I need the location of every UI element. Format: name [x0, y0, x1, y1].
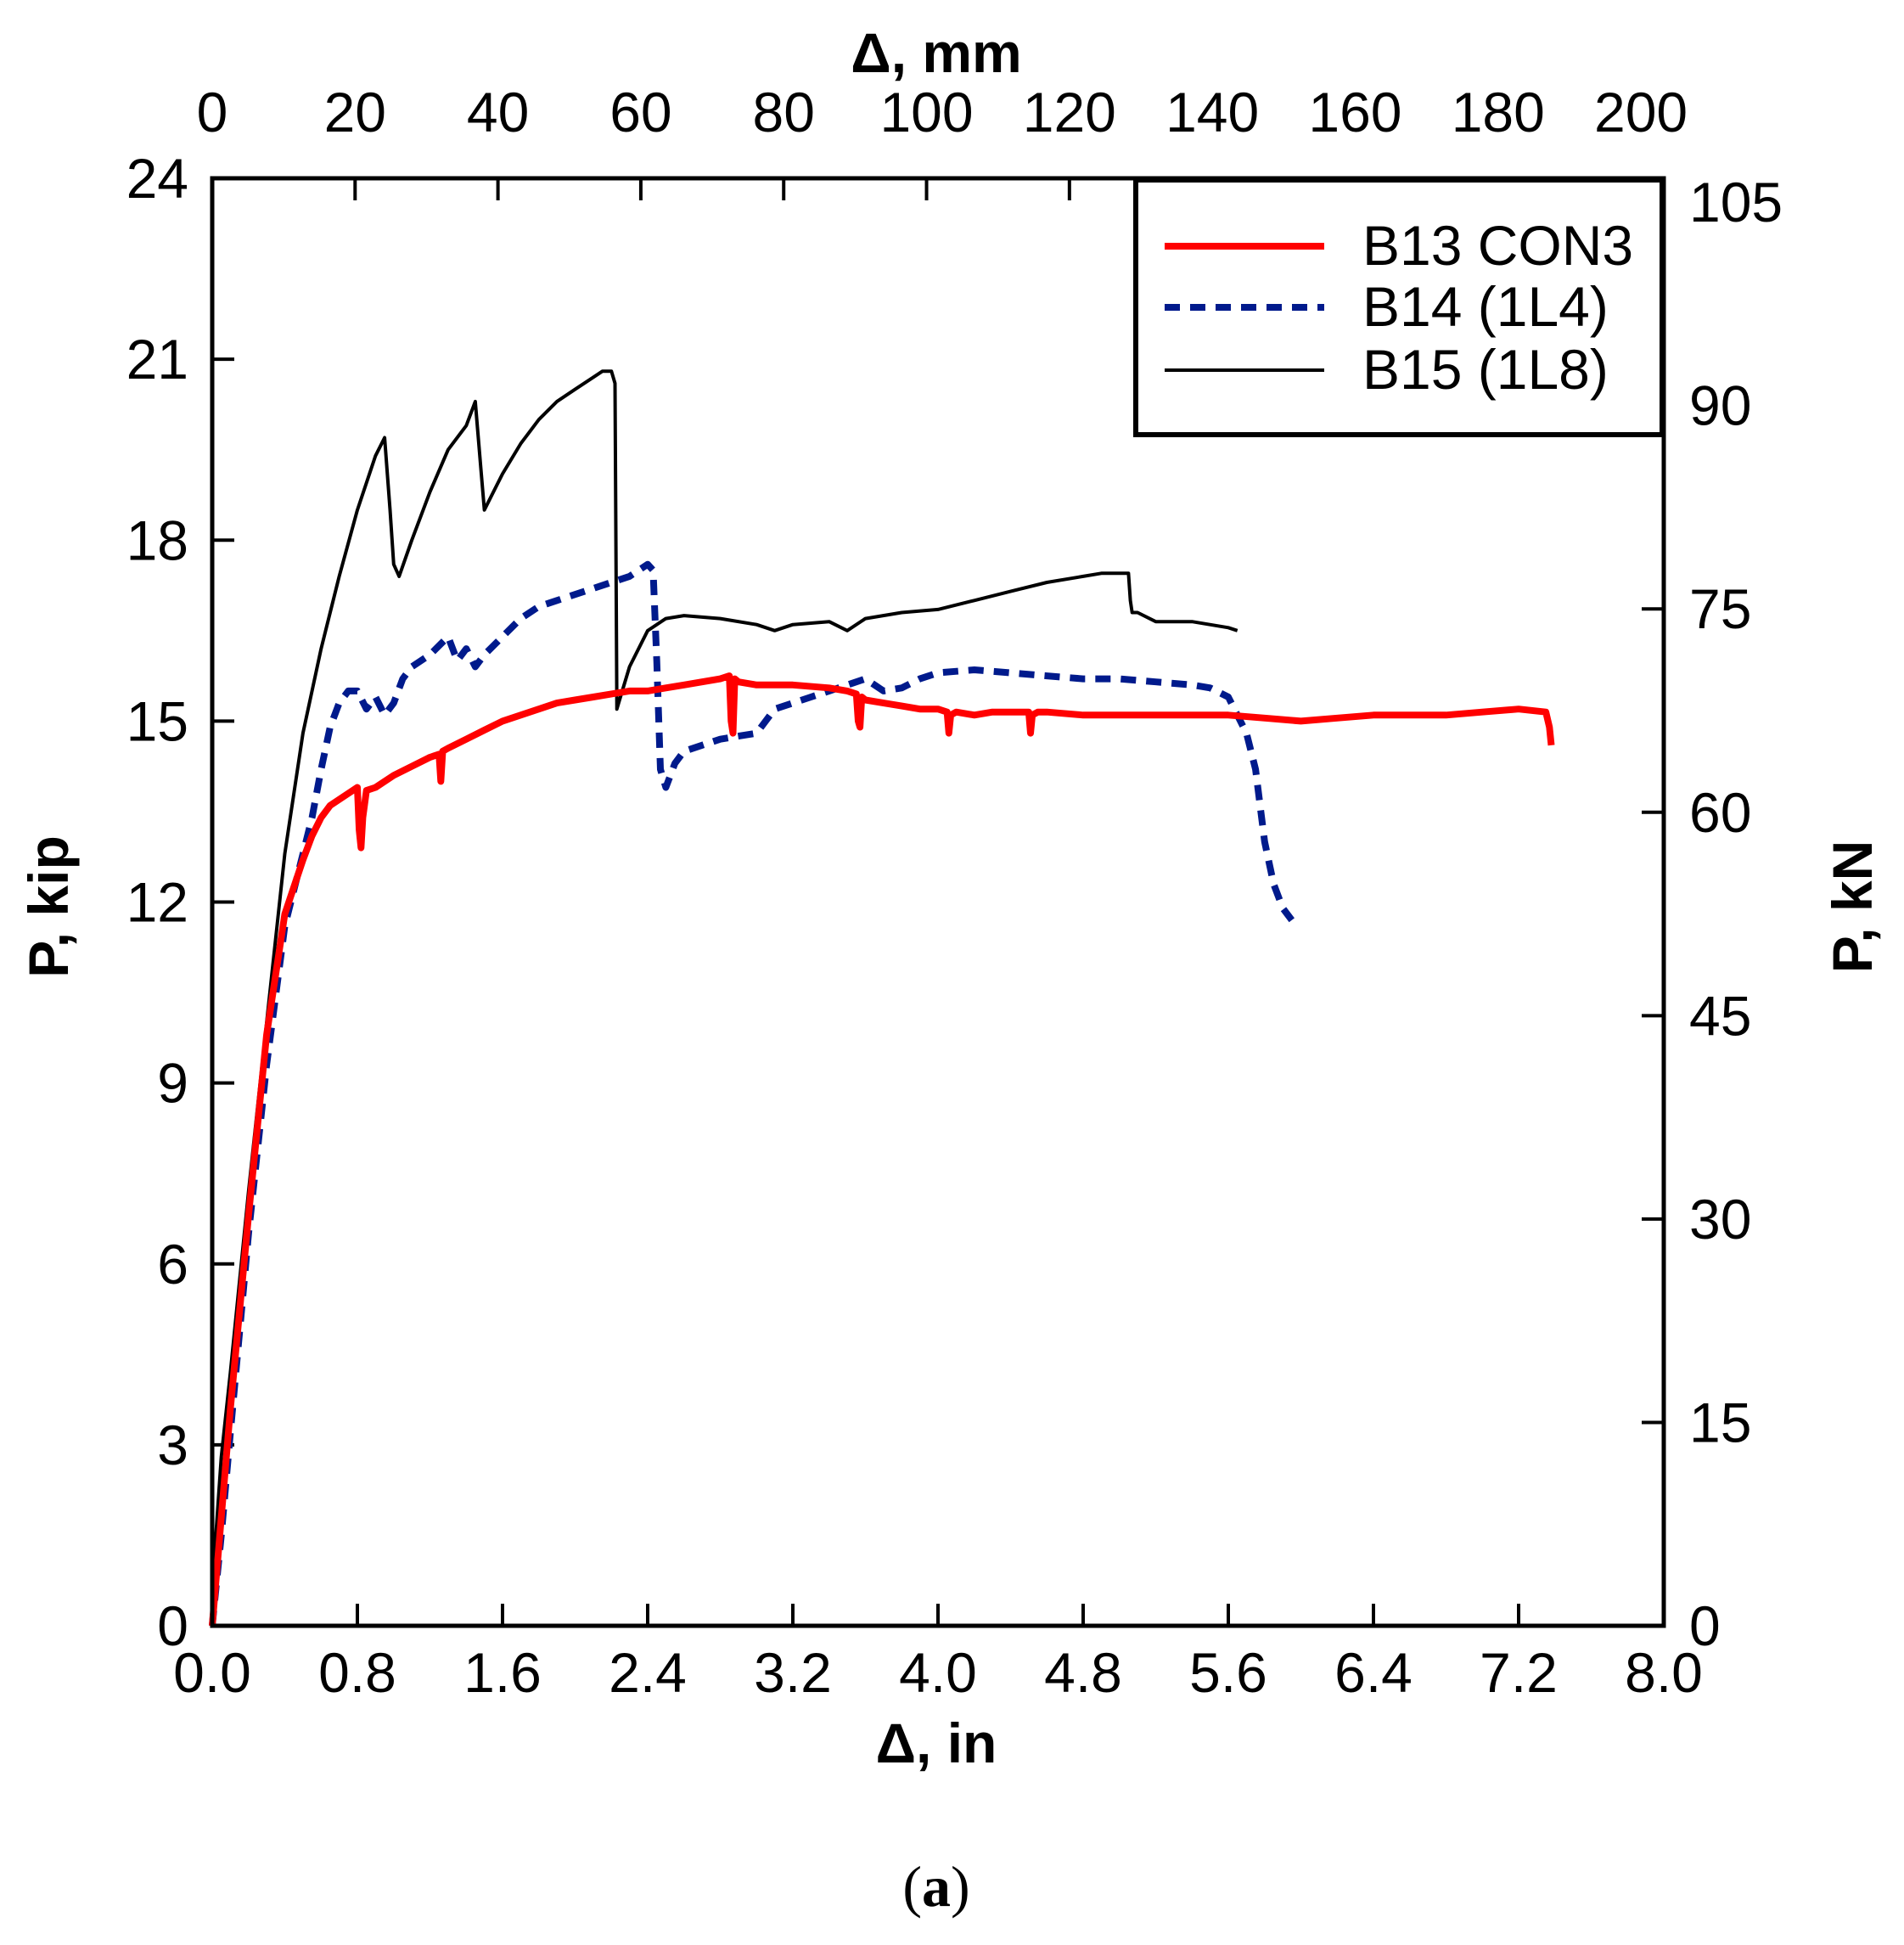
series-layer [209, 369, 1555, 1627]
left-axis-title: P, kip [17, 835, 80, 978]
top-axis-ticks: 0 20 40 60 80 100 120 140 160 180 200 [197, 81, 1688, 200]
bottom-tick-label: 1.6 [463, 1641, 542, 1704]
top-tick-label: 80 [753, 81, 815, 143]
right-axis-title: P, kN [1821, 840, 1884, 974]
bottom-tick-label: 5.6 [1189, 1641, 1267, 1704]
bottom-axis-title: Δ, in [876, 1712, 997, 1774]
legend-label-b13-con3: B13 CON3 [1362, 214, 1633, 277]
right-tick-label: 15 [1689, 1391, 1751, 1453]
series-line-b13-con3 [209, 672, 1555, 1627]
bottom-tick-label: 2.4 [609, 1641, 687, 1704]
right-tick-label: 45 [1689, 984, 1751, 1047]
left-tick-label: 3 [157, 1414, 188, 1476]
right-tick-label: 75 [1689, 577, 1751, 640]
right-tick-label: 90 [1689, 374, 1751, 437]
plot-frame [210, 176, 1666, 1628]
bottom-tick-label: 4.0 [899, 1641, 977, 1704]
top-tick-label: 180 [1452, 81, 1545, 143]
left-axis-ticks: 0 3 6 9 12 15 18 21 24 [126, 147, 234, 1657]
right-tick-label: 105 [1689, 171, 1783, 233]
figure-caption: (a) [902, 1854, 969, 1919]
left-tick-label: 12 [126, 871, 188, 934]
top-tick-label: 120 [1023, 81, 1116, 143]
left-tick-label: 9 [157, 1052, 188, 1115]
right-tick-label: 60 [1689, 781, 1751, 844]
left-tick-label: 24 [126, 147, 188, 210]
bottom-tick-label: 4.8 [1044, 1641, 1122, 1704]
bottom-axis-ticks: 0.0 0.8 1.6 2.4 3.2 4.0 4.8 5.6 6.4 7.2 8.0 [173, 1604, 1703, 1704]
left-tick-label: 15 [126, 689, 188, 752]
top-tick-label: 100 [879, 81, 973, 143]
top-tick-label: 160 [1308, 81, 1401, 143]
bottom-tick-label: 3.2 [754, 1641, 832, 1704]
left-tick-label: 6 [157, 1233, 188, 1296]
top-axis-title: Δ, mm [851, 21, 1021, 84]
bottom-tick-label: 7.2 [1480, 1641, 1558, 1704]
top-tick-label: 140 [1165, 81, 1259, 143]
legend: B13 CON3 B14 (1L4) B15 (1L8) [1133, 177, 1665, 437]
top-tick-label: 40 [467, 81, 529, 143]
top-tick-label: 20 [324, 81, 386, 143]
top-tick-label: 0 [197, 81, 228, 143]
top-tick-label: 60 [609, 81, 671, 143]
right-axis-ticks: 0 15 30 45 60 75 90 105 [1642, 171, 1783, 1657]
right-tick-label: 30 [1689, 1188, 1751, 1251]
legend-label-b15-1l8: B15 (1L8) [1362, 338, 1609, 401]
bottom-tick-label: 8.0 [1625, 1641, 1703, 1704]
left-tick-label: 0 [157, 1594, 188, 1657]
series-line-b14-1l4 [209, 560, 1295, 1627]
series-line-b15-1l8 [211, 369, 1238, 1627]
bottom-tick-label: 0.0 [173, 1641, 251, 1704]
bottom-tick-label: 0.8 [318, 1641, 396, 1704]
left-tick-label: 18 [126, 509, 188, 571]
left-tick-label: 21 [126, 328, 188, 391]
top-tick-label: 200 [1594, 81, 1688, 143]
right-tick-label: 0 [1689, 1594, 1721, 1657]
bottom-tick-label: 6.4 [1334, 1641, 1413, 1704]
legend-label-b14-1l4: B14 (1L4) [1362, 275, 1609, 338]
